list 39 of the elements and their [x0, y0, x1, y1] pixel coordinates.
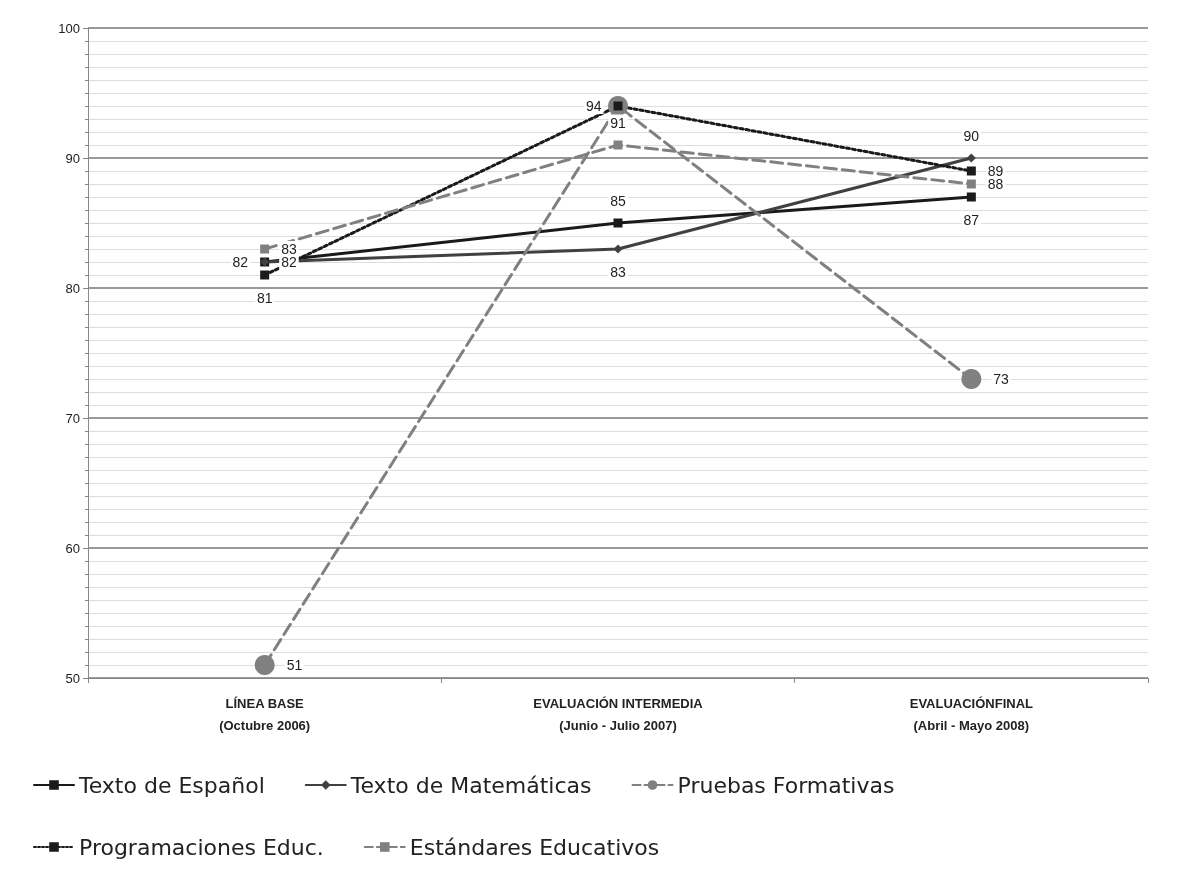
data-label: 91 — [610, 114, 626, 131]
y-tick-label: 100 — [58, 20, 80, 36]
data-label: 82 — [281, 254, 297, 270]
legend-label: Texto de Matemáticas — [349, 772, 592, 798]
point — [613, 218, 623, 228]
point — [613, 244, 623, 254]
point — [254, 655, 275, 675]
point — [961, 369, 982, 389]
point — [966, 192, 976, 202]
data-label: 89 — [987, 163, 1004, 179]
data-label: 94 — [585, 98, 602, 114]
data-label: 88 — [987, 176, 1004, 192]
legend-label: Estándares Educativos — [409, 834, 660, 860]
point — [966, 179, 976, 189]
point — [613, 140, 623, 150]
legend-label: Texto de Español — [78, 772, 265, 798]
x-tick-label: EVALUACIÓN INTERMEDIA (Junio - Julio 2007) — [533, 695, 704, 733]
legend-label: Pruebas Formativas — [677, 772, 895, 798]
point — [966, 166, 976, 176]
y-tick-label: 70 — [65, 410, 80, 426]
data-label: 73 — [993, 371, 1010, 387]
data-label: 87 — [963, 211, 980, 228]
y-tick-label: 60 — [65, 540, 80, 556]
data-label: 51 — [286, 657, 303, 673]
data-label: 85 — [610, 192, 626, 209]
data-label: 83 — [610, 263, 626, 280]
data-label: 81 — [256, 289, 273, 306]
y-tick-label: 90 — [65, 150, 80, 166]
point — [260, 270, 270, 280]
data-label: 82 — [232, 254, 249, 270]
point — [966, 153, 976, 163]
legend-label: Programaciones Educ. — [79, 834, 324, 860]
point — [260, 244, 270, 254]
data-label: 90 — [963, 127, 980, 144]
x-tick-label: LÍNEA BASE (Octubre 2006) — [219, 695, 311, 733]
x-tick-label: EVALUACIÓNFINAL (Abril - Mayo 2008) — [909, 695, 1034, 733]
y-tick-label: 80 — [65, 280, 80, 296]
data-label: 83 — [281, 241, 297, 257]
y-tick-label: 50 — [65, 670, 80, 686]
